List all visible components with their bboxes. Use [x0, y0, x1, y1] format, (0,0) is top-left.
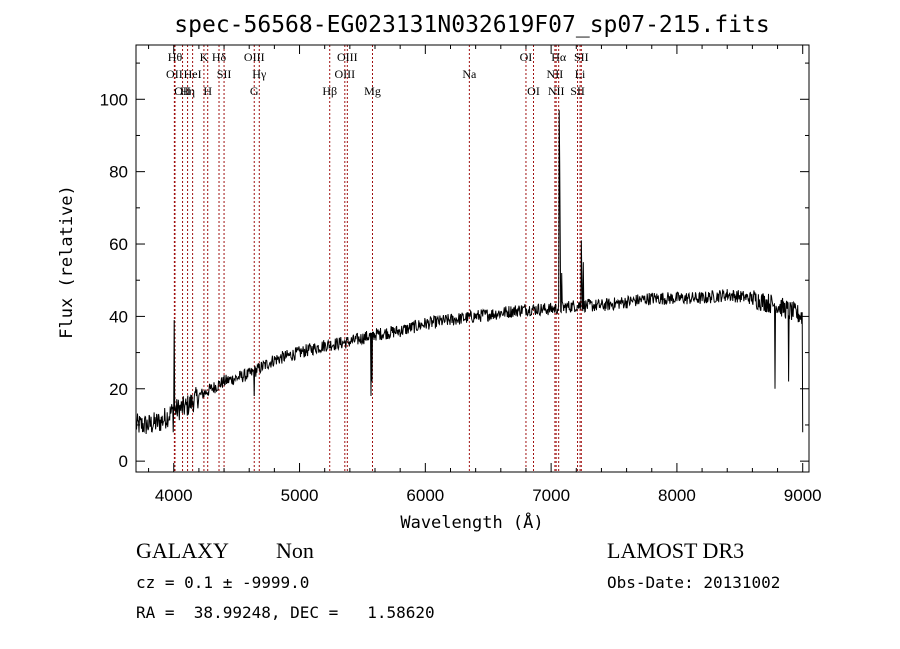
line-label: OI [527, 84, 540, 98]
line-label: SII [217, 67, 232, 81]
line-label: Hγ [252, 67, 267, 81]
line-label: K [200, 50, 209, 64]
y-tick-label: 0 [119, 452, 128, 471]
line-label: Hη [180, 84, 195, 98]
y-tick-label: 80 [109, 163, 128, 182]
x-tick-label: 9000 [784, 486, 822, 505]
line-label: OIII [337, 50, 358, 64]
x-tick-label: 4000 [155, 486, 193, 505]
line-label: OIII [334, 67, 355, 81]
spectral-line-labels: OII OII Hθ Hη HeI K H Hδ SII OIII Hγ G Hβ OIII OIII Mg N… [166, 50, 589, 98]
y-tick-label: 60 [109, 235, 128, 254]
x-axis: 4000 5000 6000 7000 8000 9000 [148, 45, 822, 505]
x-axis-label: Wavelength (Å) [400, 511, 543, 533]
line-label: Na [462, 67, 477, 81]
observation-date: Obs-Date: 20131002 [607, 573, 781, 592]
line-label: SII [574, 50, 589, 64]
x-tick-label: 6000 [406, 486, 444, 505]
x-tick-label: 5000 [281, 486, 319, 505]
y-axis: 0 20 40 60 80 100 [100, 62, 809, 471]
line-label: OII [174, 84, 191, 98]
line-label: OIII [244, 50, 265, 64]
spectrum-line [135, 110, 804, 435]
line-label: Hβ [322, 84, 337, 98]
y-tick-label: 100 [100, 90, 128, 109]
line-label: OII [166, 67, 183, 81]
line-label: HeI [184, 67, 202, 81]
line-label: Li [575, 67, 586, 81]
line-label: G [250, 84, 259, 98]
line-label: Hθ [168, 50, 183, 64]
object-subclass: Non [276, 538, 314, 563]
line-label: NII [547, 67, 564, 81]
spectral-line-markers [173, 45, 582, 472]
line-label: Hα [551, 50, 567, 64]
y-axis-label: Flux (relative) [57, 185, 77, 339]
line-label: H [203, 84, 212, 98]
y-tick-label: 40 [109, 307, 128, 326]
line-label: NII [548, 84, 565, 98]
chart-title: spec-56568-EG023131N032619F07_sp07-215.f… [174, 12, 769, 38]
y-tick-label: 20 [109, 380, 128, 399]
redshift-readout: cz = 0.1 ± -9999.0 [136, 573, 310, 592]
line-label: OI [520, 50, 533, 64]
plot-frame [135, 44, 810, 473]
survey-name: LAMOST DR3 [607, 538, 745, 563]
line-label: SII [570, 84, 585, 98]
coordinates-readout: RA = 38.99248, DEC = 1.58620 [136, 603, 435, 622]
line-label: Hδ [212, 50, 227, 64]
line-label: Mg [364, 84, 381, 98]
x-tick-label: 7000 [532, 486, 570, 505]
spectrum-chart: spec-56568-EG023131N032619F07_sp07-215.f… [57, 12, 822, 533]
x-tick-label: 8000 [658, 486, 696, 505]
object-class: GALAXY [136, 538, 229, 563]
